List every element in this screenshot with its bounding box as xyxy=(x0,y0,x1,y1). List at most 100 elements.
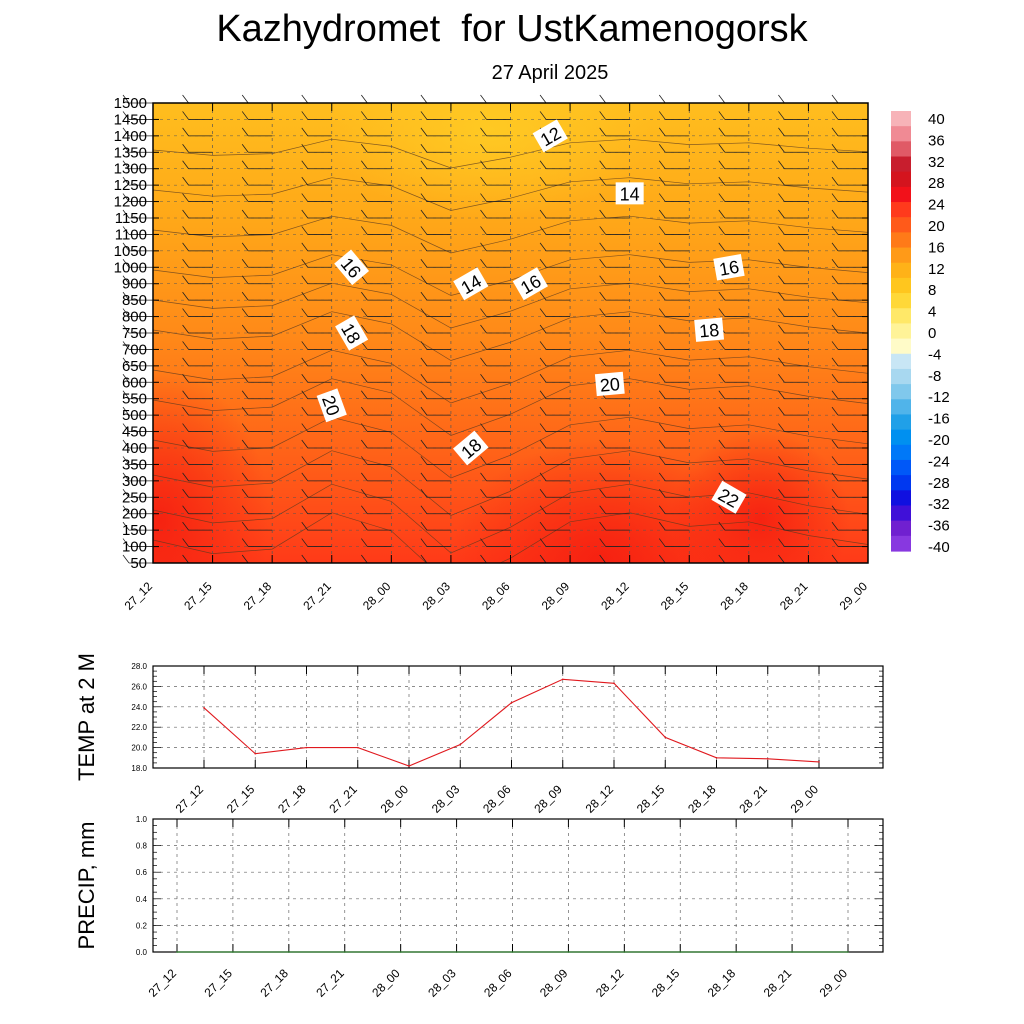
wind-barb-flag xyxy=(539,390,547,399)
wind-barb-flag xyxy=(831,275,839,284)
wind-barb-flag xyxy=(420,275,428,284)
wind-barb-flag xyxy=(182,193,189,202)
wind-barb-flag xyxy=(599,127,606,137)
x-tick-label: 27_18 xyxy=(241,579,275,613)
contour-label-box xyxy=(334,249,370,286)
contour-label-box xyxy=(512,267,548,301)
wind-barb-flag xyxy=(599,111,606,120)
wind-barb-flag xyxy=(420,127,428,137)
x-tick-label: 29_00 xyxy=(817,966,851,1000)
wind-barb-flag xyxy=(420,160,428,169)
wind-barb-flag xyxy=(301,94,309,104)
wind-barb-flag xyxy=(480,226,487,235)
colorbar-swatch xyxy=(891,338,911,355)
wind-barb-flag xyxy=(122,242,130,252)
wind-barb-flag xyxy=(778,324,785,334)
x-tick-label: 27_18 xyxy=(257,966,291,1000)
wind-barb-flag xyxy=(658,341,666,350)
wind-barb-flag xyxy=(361,472,368,482)
wind-barb-flag xyxy=(122,521,130,531)
contour-label-box xyxy=(532,119,568,153)
wind-barb-flag xyxy=(778,341,785,350)
data-point xyxy=(176,951,178,953)
wind-barb-flag xyxy=(831,111,839,120)
wind-barb-flag xyxy=(182,308,189,317)
wind-barb-flag xyxy=(718,472,726,482)
wind-barb-flag xyxy=(182,423,189,432)
wind-barb-flag xyxy=(301,144,309,153)
wind-barb-flag xyxy=(718,538,726,547)
wind-barb-flag xyxy=(241,341,249,350)
wind-barb-flag xyxy=(301,489,309,498)
wind-barb-flag xyxy=(778,275,785,284)
wind-barb-flag xyxy=(361,94,368,104)
data-point xyxy=(288,951,290,953)
wind-barb-flag xyxy=(361,308,368,317)
wind-barbs xyxy=(122,94,862,564)
wind-barb-flag xyxy=(658,127,666,137)
wind-barb-flag xyxy=(599,489,606,498)
wind-barb-flag xyxy=(658,489,666,498)
wind-barb-flag xyxy=(301,291,309,301)
wind-barb-flag xyxy=(182,291,189,301)
wind-barb-flag xyxy=(539,357,547,367)
colorbar-swatch xyxy=(891,171,911,188)
panel-frame xyxy=(152,665,884,769)
colorbar-swatch xyxy=(891,247,911,264)
wind-barb-flag xyxy=(831,505,839,514)
wind-barb-flag xyxy=(241,209,249,219)
wind-barb-flag xyxy=(658,357,666,367)
wind-barb-flag xyxy=(599,423,606,432)
wind-barb-flag xyxy=(831,341,839,350)
colorbar-label: 40 xyxy=(928,111,945,128)
colorbar-swatch xyxy=(891,156,911,173)
wind-barb-flag xyxy=(122,275,130,284)
wind-barb-flag xyxy=(301,160,309,169)
wind-barb-flag xyxy=(718,423,726,432)
wind-barb-flag xyxy=(361,456,368,465)
wind-barb-flag xyxy=(241,472,249,482)
wind-barb-flag xyxy=(831,489,839,498)
x-tick-label: 28_03 xyxy=(420,579,454,613)
colorbar-label: -36 xyxy=(928,518,950,535)
wind-barb-flag xyxy=(599,226,606,235)
wind-barb-flag xyxy=(420,324,428,334)
wind-barb-flag xyxy=(122,439,130,449)
wind-barb-flag xyxy=(301,275,309,284)
wind-barb-flag xyxy=(122,94,130,104)
wind-barb-flag xyxy=(182,275,189,284)
wind-barb-flag xyxy=(539,94,547,104)
colorbar-label: -12 xyxy=(928,389,950,406)
wind-barb-flag xyxy=(831,554,839,564)
wind-barb-flag xyxy=(420,374,428,383)
wind-barb-flag xyxy=(480,111,487,120)
wind-barb-flag xyxy=(831,324,839,334)
warm-core-right xyxy=(670,430,850,563)
contour-label: 20 xyxy=(594,371,625,397)
wind-barb-flag xyxy=(361,505,368,514)
y-tick-label: 100 xyxy=(122,539,147,556)
colorbar-swatch xyxy=(891,475,911,491)
x-tick-label: 28_21 xyxy=(777,579,811,613)
data-point xyxy=(343,951,346,953)
x-tick-label: 28_15 xyxy=(649,966,683,1000)
wind-barb-flag xyxy=(480,489,487,498)
colorbar-swatch xyxy=(891,323,911,340)
wind-barb-flag xyxy=(778,308,785,317)
wind-barb-flag xyxy=(658,242,666,252)
wind-barb-flag xyxy=(718,160,726,169)
wind-barb-flag xyxy=(301,226,309,235)
wind-barb-flag xyxy=(658,209,666,219)
colorbar-swatch xyxy=(891,202,911,218)
wind-barb-flag xyxy=(718,406,726,416)
wind-barb-flag xyxy=(599,209,606,219)
colorbar-label: 16 xyxy=(928,239,945,256)
data-point xyxy=(455,951,458,953)
wind-barb-flag xyxy=(122,505,130,514)
wind-barb-flag xyxy=(122,357,130,367)
wind-barb-flag xyxy=(361,226,368,235)
wind-barb-flag xyxy=(718,127,726,137)
wind-barb-flag xyxy=(480,406,487,416)
wind-barb-flag xyxy=(778,127,785,137)
wind-barb-flag xyxy=(480,308,487,317)
